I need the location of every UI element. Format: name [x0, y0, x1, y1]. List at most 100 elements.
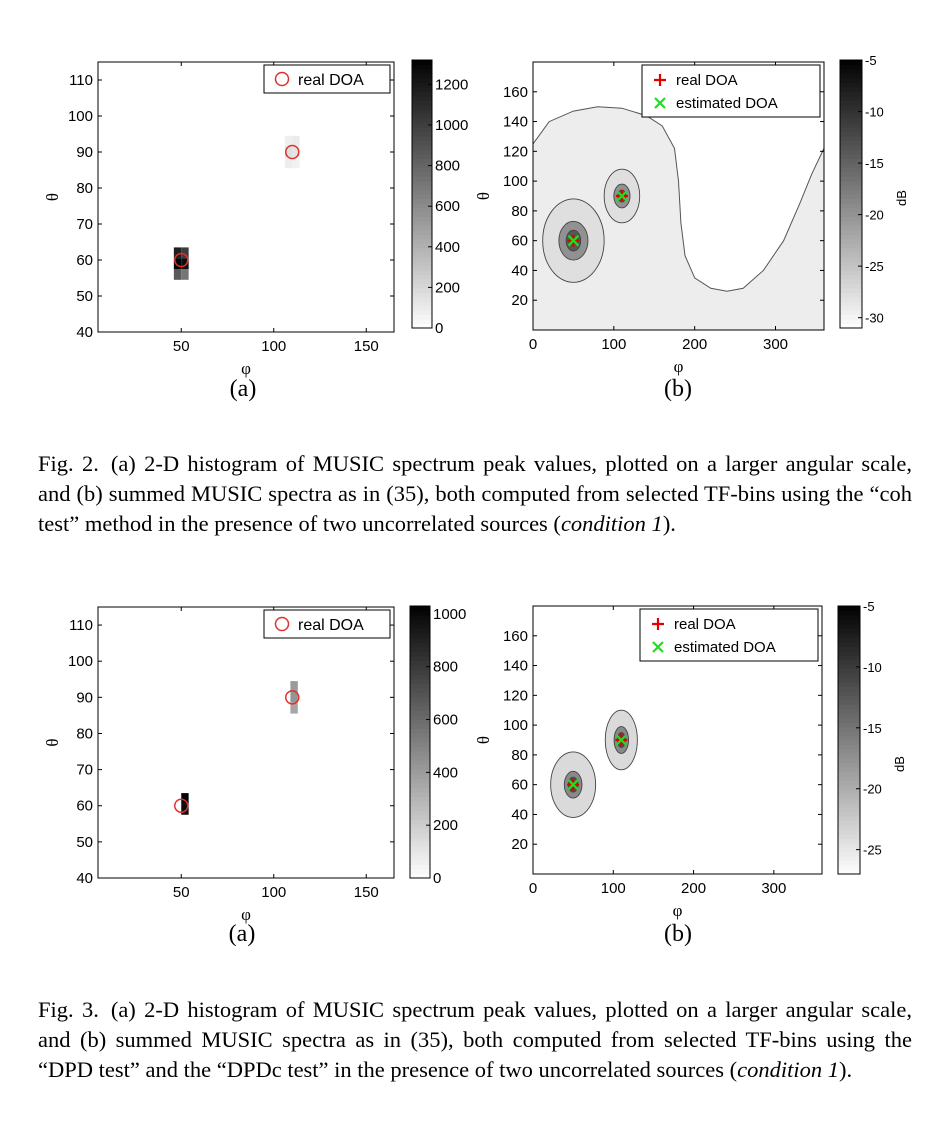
colorbar-step — [410, 642, 430, 648]
colorbar-step — [838, 824, 860, 830]
colorbar-tick-label: 400 — [433, 764, 458, 781]
colorbar-step — [412, 153, 432, 159]
legend: real DOA estimated DOA — [639, 608, 819, 662]
colorbar-step — [412, 144, 432, 150]
colorbar-step — [410, 628, 430, 634]
colorbar-step — [412, 194, 432, 200]
colorbar-step — [410, 701, 430, 707]
colorbar-step — [410, 841, 430, 847]
legend-box — [263, 609, 391, 639]
colorbar-step — [838, 829, 860, 835]
y-tick-label: 120 — [503, 687, 528, 704]
colorbar-step — [412, 261, 432, 267]
colorbar-step — [838, 815, 860, 821]
colorbar-step — [410, 710, 430, 716]
doa-markers — [567, 190, 628, 247]
colorbar-step — [410, 755, 430, 761]
colorbar-step — [410, 723, 430, 729]
colorbar-step — [838, 690, 860, 696]
colorbar-step — [412, 189, 432, 195]
colorbar-step — [838, 740, 860, 746]
colorbar-step — [840, 127, 862, 133]
colorbar-step — [412, 229, 432, 235]
colorbar-step — [840, 82, 862, 88]
colorbar-step — [838, 726, 860, 732]
colorbar-step — [838, 614, 860, 620]
colorbar-step — [412, 234, 432, 240]
colorbar-step — [838, 713, 860, 719]
colorbar-step — [412, 305, 432, 311]
y-tick-label: 60 — [76, 798, 93, 815]
colorbar-step — [412, 140, 432, 146]
y-tick-label: 90 — [76, 144, 93, 161]
colorbar-step — [410, 773, 430, 779]
panel-label: (b) — [664, 376, 692, 402]
panel-label: (b) — [664, 921, 692, 947]
fig3-caption-condition: condition 1 — [737, 1057, 840, 1082]
y-axis-label: θ — [474, 736, 493, 744]
colorbar-step — [412, 180, 432, 186]
colorbar-step — [840, 162, 862, 168]
colorbar-frame — [409, 605, 431, 879]
x-tick-label: 200 — [682, 336, 707, 353]
legend: real DOA — [263, 64, 391, 94]
colorbar-step — [840, 274, 862, 280]
colorbar-step — [412, 319, 432, 325]
y-tick-label: 120 — [503, 143, 528, 160]
colorbar-step — [410, 742, 430, 748]
colorbar-tick-label: 400 — [435, 239, 460, 256]
colorbar-step — [412, 198, 432, 204]
colorbar-step — [840, 118, 862, 124]
colorbar-step — [410, 692, 430, 698]
colorbar-step — [410, 714, 430, 720]
histogram-cell — [181, 258, 189, 269]
y-tick-label: 40 — [511, 806, 528, 823]
axes-frame — [97, 61, 395, 333]
colorbar-step — [840, 60, 862, 66]
colorbar-tick-label: -25 — [865, 259, 884, 274]
x-tick-label: 50 — [173, 884, 190, 901]
colorbar-step — [838, 704, 860, 710]
colorbar-step — [410, 764, 430, 770]
colorbar-step — [840, 301, 862, 307]
colorbar-step — [410, 814, 430, 820]
colorbar-step — [840, 176, 862, 182]
colorbar-step — [412, 202, 432, 208]
colorbar-step — [840, 73, 862, 79]
colorbar-step — [838, 753, 860, 759]
y-tick-label: 40 — [511, 262, 528, 279]
colorbar-tick-label: 0 — [433, 870, 441, 887]
colorbar-tick-label: 1000 — [433, 606, 466, 623]
colorbar-step — [840, 189, 862, 195]
x-tick-label: 100 — [261, 338, 286, 355]
colorbar-step — [838, 641, 860, 647]
colorbar-step — [838, 780, 860, 786]
contour-line-boundary — [532, 106, 825, 292]
colorbar-step — [412, 216, 432, 222]
legend-estimated-doa-marker — [654, 97, 666, 109]
colorbar-step — [410, 855, 430, 861]
colorbar: -5 -10 -15 -20 -25 dB — [837, 599, 907, 875]
colorbar-step — [840, 265, 862, 271]
estimated-doa-marker — [615, 734, 628, 746]
colorbar-step — [412, 238, 432, 244]
fig2-panel-b: 0 100 200 300 20 40 60 80 100 120 140 160 φ θ real DOA… — [474, 53, 909, 402]
histogram-cell — [290, 702, 298, 714]
colorbar-step — [838, 699, 860, 705]
estimated-doa-marker — [616, 190, 628, 202]
y-tick-label: 80 — [511, 203, 528, 220]
real-doa-marker — [174, 798, 189, 813]
colorbar-step — [412, 287, 432, 293]
colorbar-step — [840, 95, 862, 101]
y-tick-label: 80 — [76, 180, 93, 197]
colorbar-step — [412, 278, 432, 284]
y-tick-label: 140 — [503, 658, 528, 675]
colorbar-step — [412, 100, 432, 106]
colorbar-tick-label: -5 — [863, 599, 875, 614]
y-tick-label: 20 — [511, 836, 528, 853]
colorbar-step — [412, 68, 432, 74]
colorbar-step — [840, 113, 862, 119]
colorbar-step — [412, 158, 432, 164]
colorbar-step — [410, 606, 430, 612]
colorbar-step — [412, 243, 432, 249]
